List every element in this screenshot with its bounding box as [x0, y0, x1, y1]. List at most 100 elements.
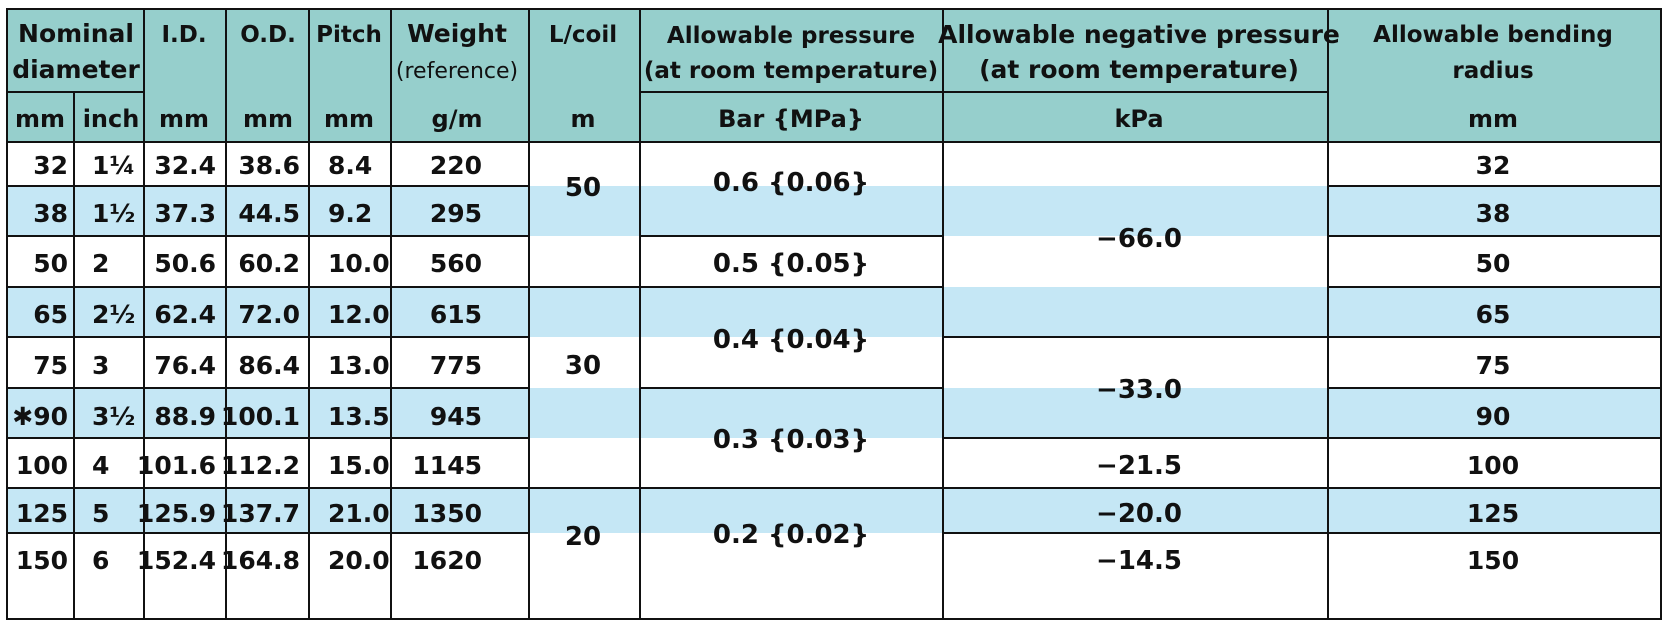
unit-radius: mm — [1468, 105, 1518, 133]
header-weight-sub: (reference) — [396, 59, 518, 84]
cell-mm: 150 — [16, 546, 68, 575]
row-6: ✱90 3½ 88.9 100.1 13.5 945 90 — [12, 402, 1510, 431]
cell-inch: 3½ — [92, 402, 135, 431]
header-weight: Weight — [407, 19, 507, 48]
header-lcoil: L/coil — [549, 22, 617, 48]
cell-radius: 65 — [1476, 300, 1511, 329]
row-9: 150 6 152.4 164.8 20.0 1620 150 — [16, 546, 1519, 575]
pressure-group-3: 0.4 {0.04} — [713, 325, 869, 355]
unit-pitch: mm — [324, 105, 374, 133]
unit-pressure: Bar {MPa} — [718, 105, 864, 133]
row-2: 38 1½ 37.3 44.5 9.2 295 38 — [33, 199, 1510, 228]
cell-mm: 125 — [16, 499, 68, 528]
negative-group-1: −66.0 — [1096, 224, 1182, 254]
cell-pitch: 8.4 — [328, 151, 372, 180]
unit-mm: mm — [15, 105, 65, 133]
row-band — [6, 186, 1662, 236]
header-allowable-pressure-1: Allowable pressure — [667, 23, 915, 49]
cell-weight: 1350 — [412, 499, 482, 528]
cell-inch: 1¼ — [92, 151, 135, 180]
cell-weight: 1620 — [412, 546, 482, 575]
row-1: 32 1¼ 32.4 38.6 8.4 220 32 — [33, 151, 1510, 180]
cell-radius: 38 — [1476, 199, 1511, 228]
cell-inch: 6 — [92, 546, 109, 575]
row-band — [6, 488, 1662, 533]
row-7: 100 4 101.6 112.2 15.0 1145 100 — [16, 451, 1519, 480]
cell-pitch: 15.0 — [328, 451, 390, 480]
unit-inch: inch — [83, 105, 140, 133]
cell-id: 152.4 — [137, 546, 216, 575]
cell-od: 164.8 — [221, 546, 300, 575]
cell-radius: 90 — [1476, 402, 1511, 431]
grid-lines — [6, 8, 1662, 620]
row-4: 65 2½ 62.4 72.0 12.0 615 65 — [33, 300, 1510, 329]
row-3: 50 2 50.6 60.2 10.0 560 50 — [33, 249, 1510, 278]
table-border — [6, 8, 1662, 620]
cell-inch: 1½ — [92, 199, 135, 228]
cell-id: 62.4 — [154, 300, 216, 329]
cell-pitch: 20.0 — [328, 546, 390, 575]
cell-id: 101.6 — [137, 451, 216, 480]
cell-radius: 75 — [1476, 351, 1511, 380]
cell-od: 86.4 — [238, 351, 300, 380]
spec-table-svg: Nominal diameter I.D. O.D. Pitch Weight … — [6, 8, 1662, 620]
unit-weight: g/m — [432, 105, 483, 133]
negative-group-5: −14.5 — [1096, 546, 1182, 576]
cell-pitch: 21.0 — [328, 499, 390, 528]
header-bending-radius-1: Allowable bending — [1373, 22, 1613, 48]
cell-pitch: 12.0 — [328, 300, 390, 329]
unit-id: mm — [159, 105, 209, 133]
header-allowable-pressure-2: (at room temperature) — [644, 58, 938, 84]
header-nominal-diameter-2: diameter — [12, 55, 140, 84]
row-band — [6, 388, 1662, 438]
cell-radius: 125 — [1467, 499, 1519, 528]
cell-weight: 295 — [430, 199, 482, 228]
lcoil-group-3: 20 — [565, 522, 601, 552]
cell-od: 44.5 — [238, 199, 300, 228]
lcoil-group-2: 30 — [565, 351, 601, 381]
pressure-group-4: 0.3 {0.03} — [713, 425, 869, 455]
cell-inch: 4 — [92, 451, 109, 480]
cell-inch: 2 — [92, 249, 109, 278]
cell-od: 38.6 — [238, 151, 300, 180]
row-band — [6, 287, 1662, 337]
cell-mm: 38 — [33, 199, 68, 228]
cell-id: 125.9 — [137, 499, 216, 528]
cell-weight: 1145 — [412, 451, 482, 480]
cell-inch: 5 — [92, 499, 109, 528]
cell-id: 37.3 — [154, 199, 216, 228]
cell-pitch: 13.0 — [328, 351, 390, 380]
lcoil-group-1: 50 — [565, 173, 601, 203]
negative-group-4: −20.0 — [1096, 499, 1182, 529]
cell-od: 112.2 — [221, 451, 300, 480]
cell-id: 88.9 — [154, 402, 216, 431]
cell-pitch: 13.5 — [328, 402, 390, 431]
unit-lcoil: m — [570, 105, 595, 133]
cell-mm: 65 — [33, 300, 68, 329]
header-background — [6, 8, 1662, 142]
cell-weight: 945 — [430, 402, 482, 431]
cell-pitch: 10.0 — [328, 249, 390, 278]
cell-radius: 150 — [1467, 546, 1519, 575]
header-nominal-diameter-1: Nominal — [18, 19, 134, 48]
spec-table: Nominal diameter I.D. O.D. Pitch Weight … — [6, 8, 1662, 620]
cell-radius: 100 — [1467, 451, 1519, 480]
unit-od: mm — [243, 105, 293, 133]
cell-od: 72.0 — [238, 300, 300, 329]
cell-weight: 775 — [430, 351, 482, 380]
negative-group-3: −21.5 — [1096, 451, 1182, 481]
row-bands — [6, 186, 1662, 533]
cell-od: 100.1 — [221, 402, 300, 431]
cell-pitch: 9.2 — [328, 199, 372, 228]
cell-mm: 32 — [33, 151, 68, 180]
header-bending-radius-2: radius — [1452, 58, 1533, 84]
header-od: O.D. — [240, 22, 296, 48]
row-8: 125 5 125.9 137.7 21.0 1350 125 — [16, 499, 1519, 528]
header-id: I.D. — [161, 22, 206, 48]
cell-od: 60.2 — [238, 249, 300, 278]
pressure-group-1: 0.6 {0.06} — [713, 168, 869, 198]
unit-negative: kPa — [1114, 105, 1163, 133]
cell-mm: 50 — [33, 249, 68, 278]
pressure-group-5: 0.2 {0.02} — [713, 520, 869, 550]
cell-inch: 2½ — [92, 300, 135, 329]
